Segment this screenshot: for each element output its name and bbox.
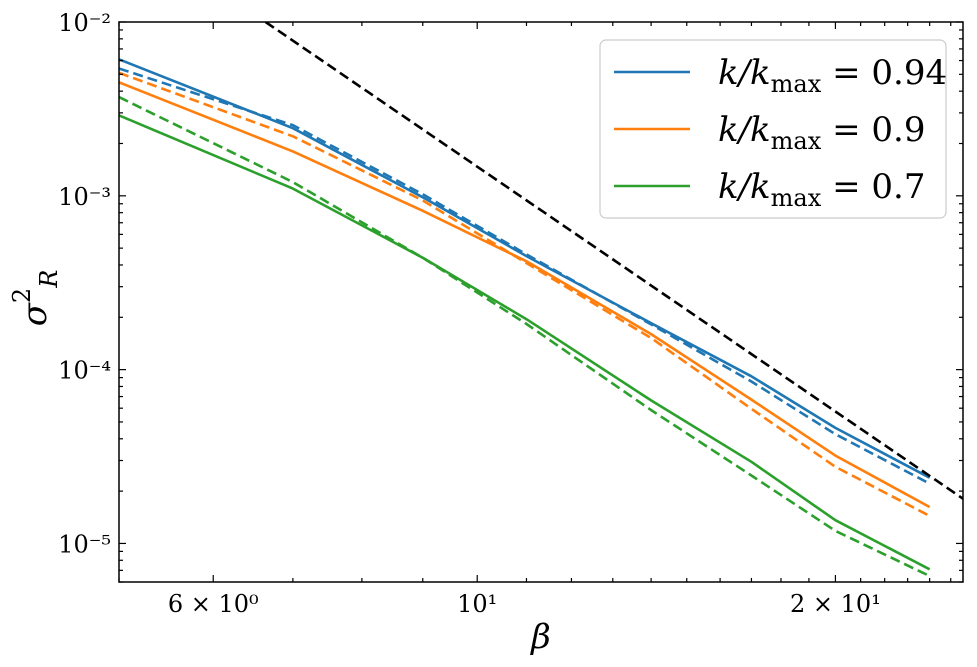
legend-label-main: k/k	[718, 110, 771, 150]
x-tick-label: 10¹	[457, 590, 497, 618]
legend-label-tail: = 0.7	[821, 167, 925, 207]
series-line-2	[119, 81, 931, 509]
y-axis-label-sub: R	[35, 270, 63, 289]
y-tick-label: 10⁻²	[58, 9, 111, 37]
legend-label-sub: max	[771, 127, 822, 155]
series-line-0	[119, 58, 931, 479]
legend-label-2: k/kmax = 0.7	[718, 167, 925, 212]
tick-labels: 6 × 10⁰ 10¹ 2 × 10¹ 10⁻² 10⁻³ 10⁻⁴ 10⁻⁵	[58, 9, 881, 618]
series-line-5	[119, 95, 931, 578]
legend-items: k/kmax = 0.94k/kmax = 0.9k/kmax = 0.7	[614, 53, 947, 212]
legend-label-tail: = 0.94	[821, 53, 947, 93]
y-tick-label: 10⁻³	[58, 183, 111, 211]
legend-label-sub: max	[771, 184, 822, 212]
y-axis-label-main: σ	[15, 302, 55, 326]
y-axis-label: σ2R	[8, 270, 63, 327]
y-tick-label: 10⁻⁵	[58, 530, 111, 558]
x-axis-label: β	[529, 617, 551, 657]
x-tick-label: 2 × 10¹	[790, 590, 881, 618]
ticks-layer	[118, 21, 963, 583]
series-line-3	[119, 71, 931, 518]
legend: k/kmax = 0.94k/kmax = 0.9k/kmax = 0.7	[599, 39, 947, 219]
series-line-4	[119, 114, 931, 571]
legend-label-1: k/kmax = 0.9	[718, 110, 925, 155]
legend-label-tail: = 0.9	[821, 110, 925, 150]
series-layer	[119, 22, 963, 578]
plot-frame	[118, 21, 964, 583]
legend-label-0: k/kmax = 0.94	[718, 53, 947, 98]
series-line-6	[264, 22, 963, 500]
y-tick-label: 10⁻⁴	[58, 357, 111, 385]
x-tick-label: 6 × 10⁰	[168, 590, 259, 618]
legend-box	[599, 39, 947, 219]
legend-label-sub: max	[771, 70, 822, 98]
y-axis-label-sup: 2	[8, 288, 36, 303]
legend-label-main: k/k	[718, 53, 771, 93]
legend-label-main: k/k	[718, 167, 771, 207]
